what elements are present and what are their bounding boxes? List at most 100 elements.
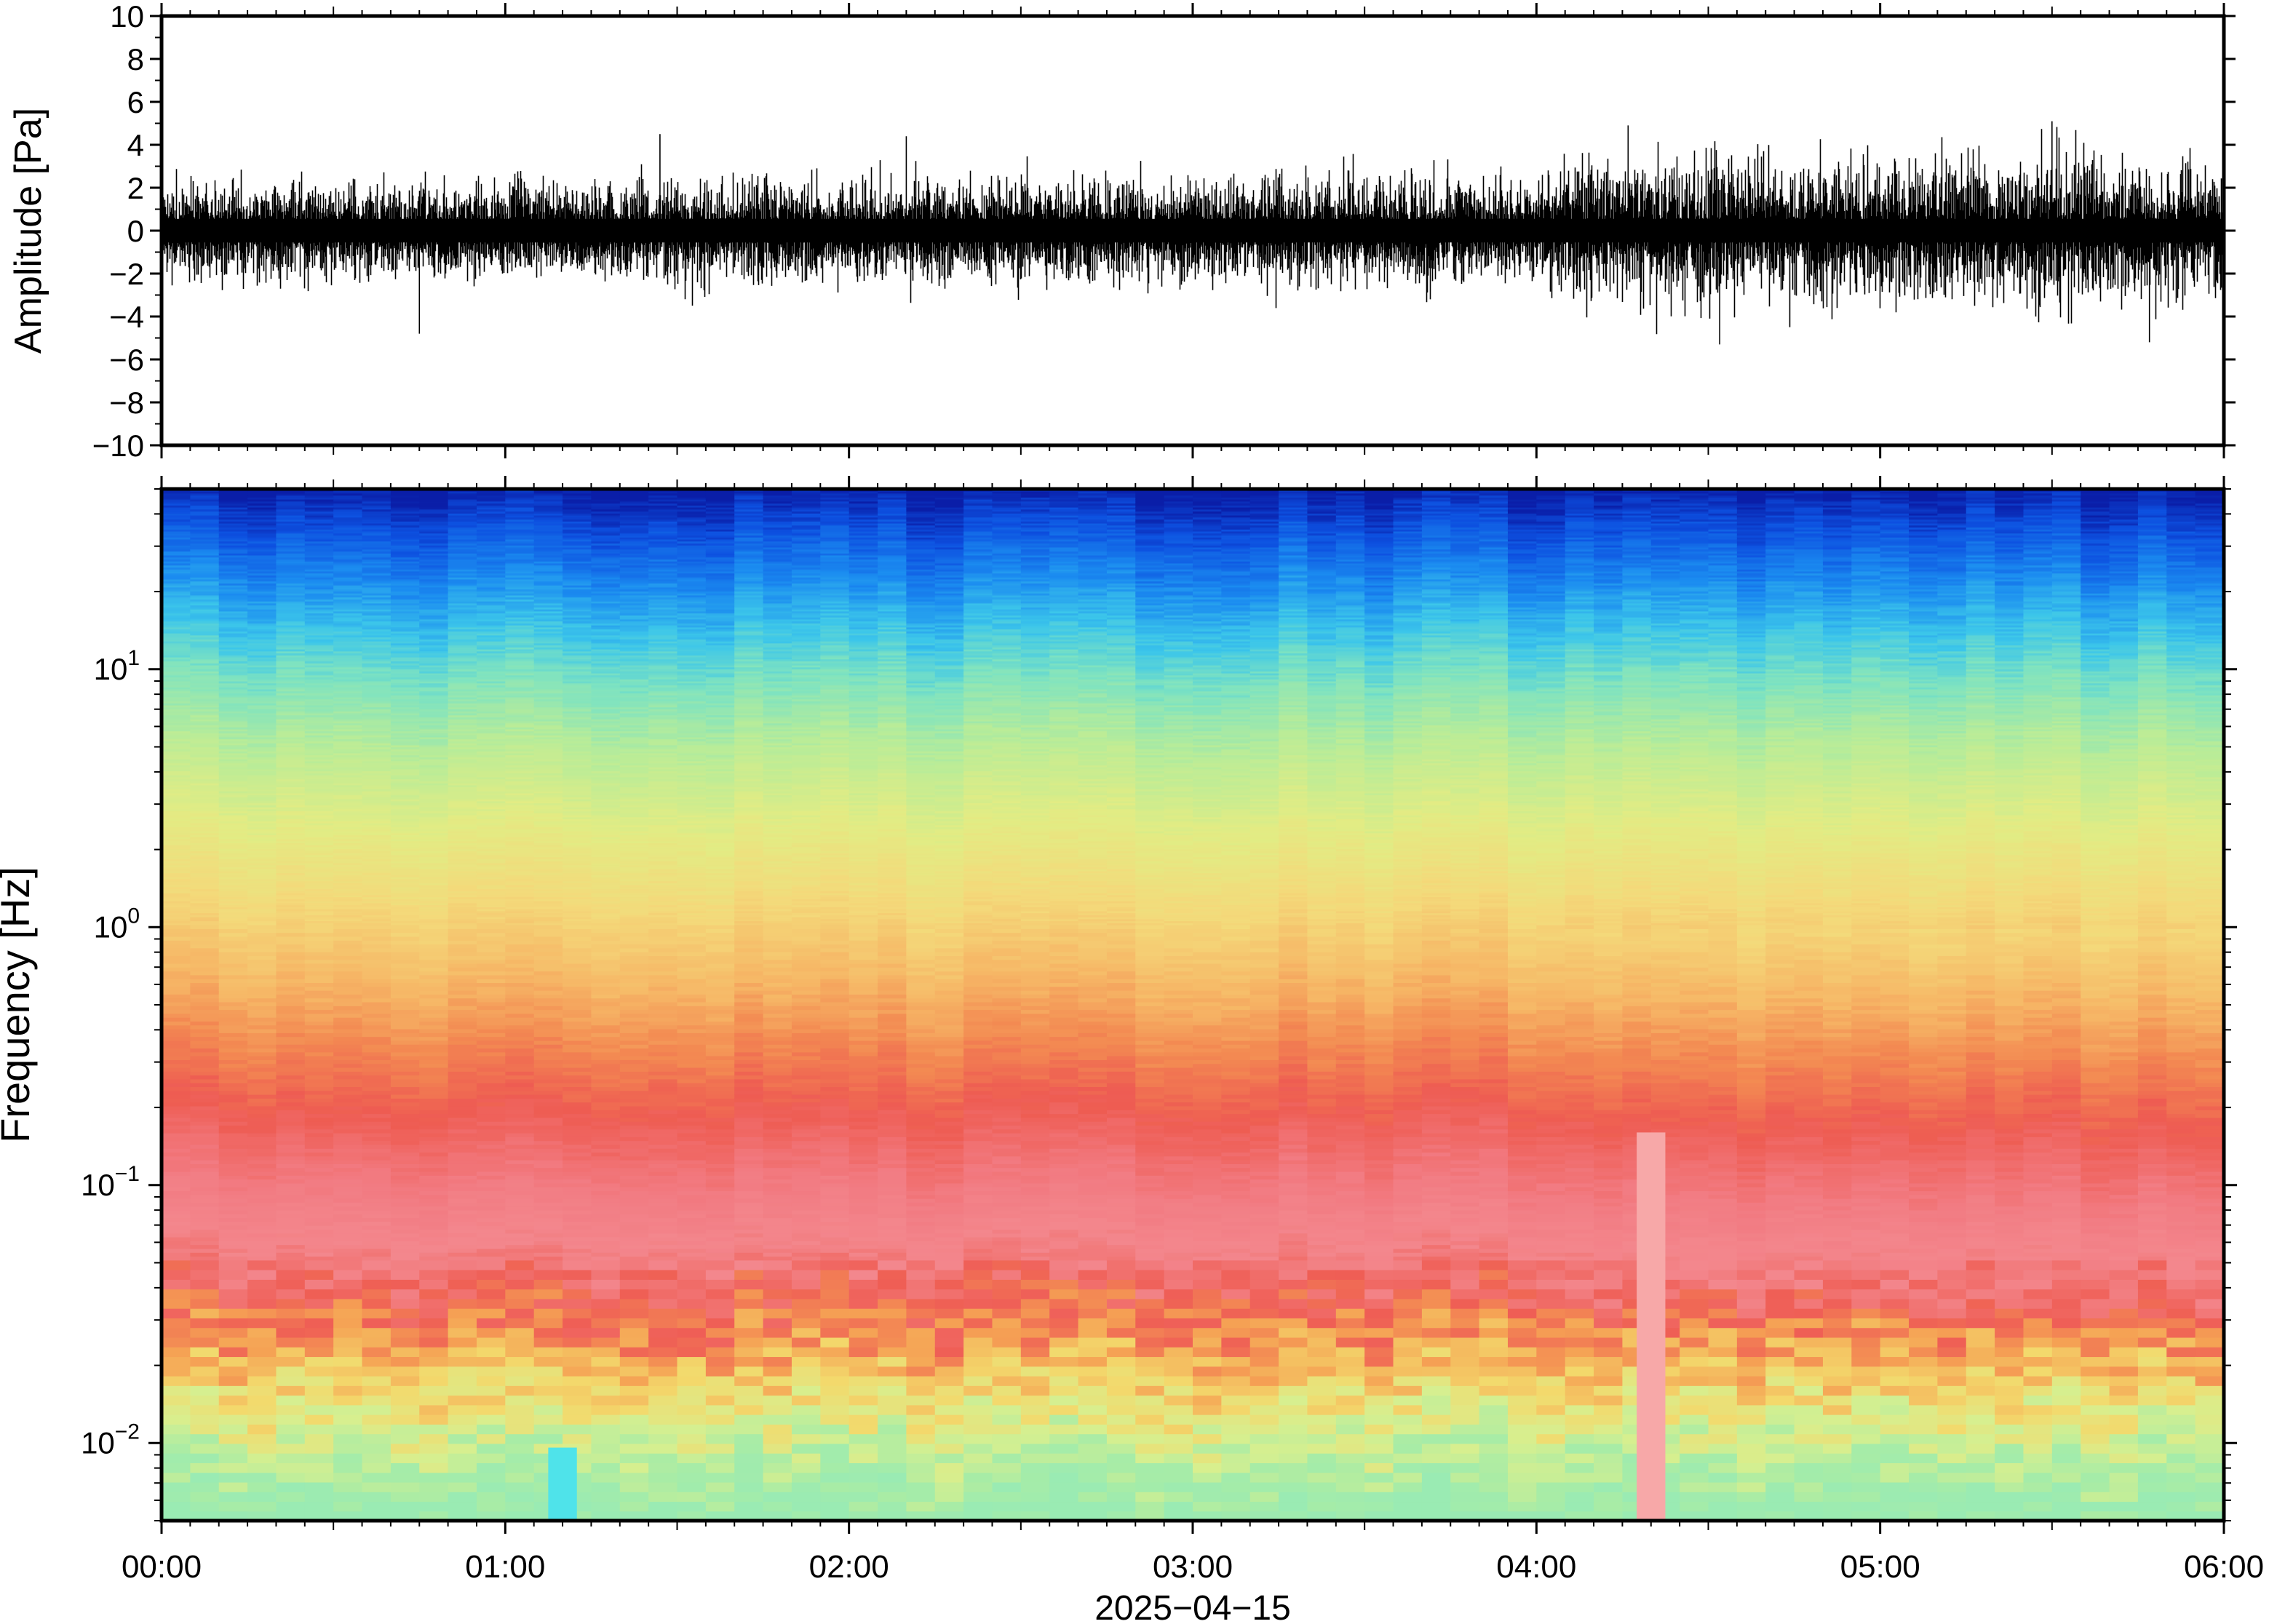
spectrogram-cell bbox=[419, 767, 449, 770]
spectrogram-cell bbox=[505, 514, 535, 518]
spectrogram-cell bbox=[448, 712, 477, 716]
spectrogram-cell bbox=[533, 1117, 563, 1122]
spectrogram-cell bbox=[533, 1217, 563, 1222]
spectrogram-cell bbox=[362, 1424, 392, 1435]
spectrogram-cell bbox=[162, 513, 191, 516]
spectrogram-cell bbox=[448, 561, 477, 564]
spectrogram-cell bbox=[162, 637, 191, 640]
spectrogram-cell bbox=[563, 1347, 592, 1358]
spectrogram-cell bbox=[218, 902, 248, 906]
spectrogram-cell bbox=[419, 759, 449, 762]
spectrogram-cell bbox=[190, 731, 220, 733]
spectrogram-cell bbox=[505, 971, 535, 976]
spectrogram-cell bbox=[533, 634, 563, 638]
spectrogram-cell bbox=[190, 787, 220, 789]
spectrogram-cell bbox=[476, 664, 506, 668]
spectrogram-cell bbox=[390, 1182, 420, 1187]
spectrogram-cell bbox=[505, 637, 535, 640]
spectrogram-cell bbox=[362, 1347, 392, 1358]
spectrogram-cell bbox=[533, 569, 563, 572]
spectrogram-cell bbox=[304, 698, 334, 701]
spectrogram-cell bbox=[362, 495, 392, 498]
spectrogram-cell bbox=[247, 562, 277, 566]
spectrogram-cell bbox=[362, 901, 392, 904]
spectrogram-cell bbox=[563, 1024, 592, 1030]
spectrogram-cell bbox=[218, 798, 248, 802]
spectrogram-cell bbox=[476, 1078, 506, 1083]
spectrogram-cell bbox=[247, 723, 277, 725]
spectrogram-cell bbox=[218, 1414, 248, 1425]
spectrogram-cell bbox=[476, 561, 506, 564]
spectrogram-cell bbox=[247, 982, 277, 987]
spectrogram-cell bbox=[505, 787, 535, 789]
spectrogram-cell bbox=[476, 955, 506, 960]
spectrogram-cell bbox=[276, 1017, 306, 1022]
spectrogram-cell bbox=[533, 1021, 563, 1026]
spectrogram-cell bbox=[419, 1194, 449, 1199]
spectrogram-cell bbox=[162, 1090, 191, 1095]
spectrogram-cell bbox=[476, 1094, 506, 1099]
spectrogram-cell bbox=[419, 1051, 449, 1056]
spectrogram-cell bbox=[533, 800, 563, 804]
spectrogram-cell bbox=[533, 806, 563, 810]
spectrogram-cell bbox=[218, 613, 248, 616]
spectrogram-cell bbox=[563, 1252, 592, 1257]
spectrogram-cell bbox=[419, 650, 449, 654]
spectrogram-cell bbox=[304, 959, 334, 964]
spectrogram-cell bbox=[218, 955, 248, 960]
spectrogram-cell bbox=[448, 1044, 477, 1049]
spectrogram-cell bbox=[505, 821, 535, 824]
spectrogram-cell bbox=[162, 1248, 191, 1253]
spectrogram-cell bbox=[162, 959, 191, 964]
spectrogram-cell bbox=[304, 513, 334, 516]
spectrogram-cell bbox=[190, 955, 220, 960]
spectrogram-cell bbox=[563, 912, 592, 915]
spectrogram-cell bbox=[505, 893, 535, 896]
spectrogram-cell bbox=[304, 853, 334, 856]
spectrogram-cell bbox=[476, 621, 506, 624]
spectrogram-cell bbox=[533, 529, 563, 532]
spectrogram-cell bbox=[448, 1259, 477, 1270]
spectrogram-cell bbox=[362, 522, 392, 526]
spectrogram-cell bbox=[448, 767, 477, 770]
spectrogram-cell bbox=[162, 1078, 191, 1083]
spectrogram-cell bbox=[247, 701, 277, 704]
spectrogram-cell bbox=[333, 1198, 363, 1203]
spectrogram-cell bbox=[247, 677, 277, 680]
spectrogram-cell bbox=[218, 1233, 248, 1238]
spectrogram-cell bbox=[448, 878, 477, 882]
spectrogram-cell bbox=[162, 920, 191, 923]
spectrogram-cell bbox=[362, 974, 392, 979]
spectrogram-cell bbox=[419, 947, 449, 952]
spectrogram-cell bbox=[476, 672, 506, 676]
spectrogram-cell bbox=[533, 803, 563, 805]
spectrogram-cell bbox=[448, 867, 477, 869]
spectrogram-cell bbox=[476, 1171, 506, 1176]
spectrogram-cell bbox=[218, 915, 248, 918]
spectrogram-cell bbox=[419, 1137, 449, 1142]
spectrogram-cell bbox=[476, 806, 506, 810]
spectrogram-cell bbox=[218, 538, 248, 542]
spectrogram-cell bbox=[419, 1233, 449, 1238]
spectrogram-cell bbox=[333, 617, 363, 620]
spectrogram-cell bbox=[505, 735, 535, 738]
spectrogram-cell bbox=[448, 1171, 477, 1176]
spectrogram-cell bbox=[505, 506, 535, 510]
spectrogram-cell bbox=[333, 1318, 363, 1329]
waveform-y-tick-label: 6 bbox=[127, 85, 144, 119]
spectrogram-cell bbox=[362, 679, 392, 682]
spectrogram-cell bbox=[162, 1044, 191, 1049]
spectrogram-cell bbox=[390, 679, 420, 682]
spectrogram-cell bbox=[505, 561, 535, 564]
spectrogram-cell bbox=[190, 1086, 220, 1091]
spectrogram-cell bbox=[162, 1063, 191, 1068]
spectrogram-cell bbox=[276, 530, 306, 534]
spectrogram-cell bbox=[533, 731, 563, 733]
spectrogram-cell bbox=[448, 728, 477, 732]
spectrogram-cell bbox=[247, 893, 277, 896]
spectrogram-cell bbox=[563, 1248, 592, 1253]
spectrogram-cell bbox=[276, 795, 306, 797]
spectrogram-cell bbox=[247, 816, 277, 820]
spectrogram-cell bbox=[505, 511, 535, 514]
spectrogram-cell bbox=[448, 597, 477, 600]
